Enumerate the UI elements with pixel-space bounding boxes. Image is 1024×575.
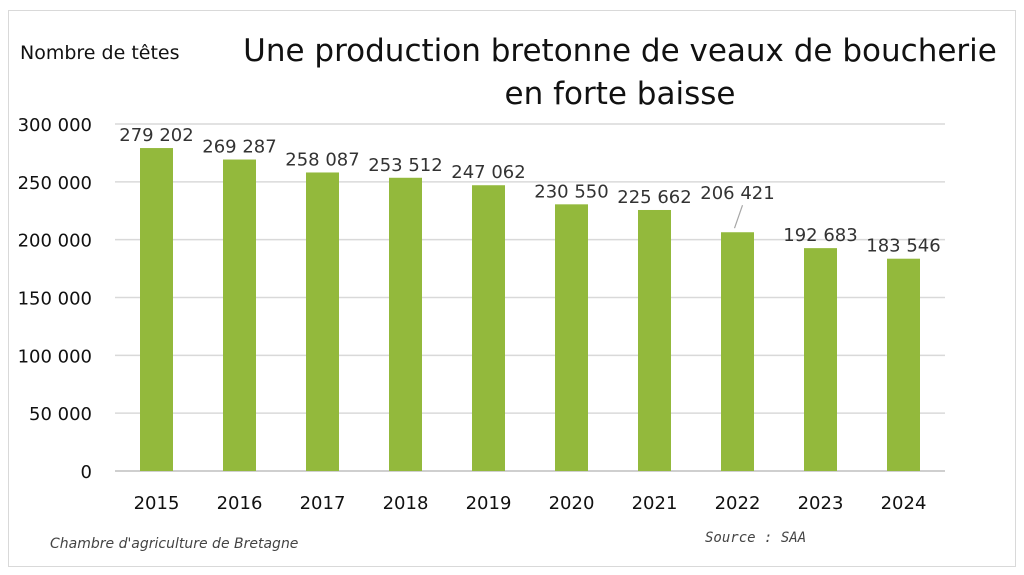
y-tick-label: 0 bbox=[81, 462, 92, 483]
y-tick-label: 250 000 bbox=[18, 173, 92, 194]
publisher-credit: Chambre d'agriculture de Bretagne bbox=[50, 536, 299, 552]
data-label: 192 683 bbox=[783, 225, 857, 246]
x-tick-label: 2017 bbox=[300, 493, 346, 514]
bar bbox=[887, 258, 920, 471]
bar bbox=[389, 177, 422, 471]
data-label: 258 087 bbox=[285, 149, 359, 170]
bar bbox=[140, 148, 173, 472]
x-tick-label: 2020 bbox=[549, 493, 595, 514]
data-label: 269 287 bbox=[202, 137, 276, 158]
data-label: 183 546 bbox=[866, 236, 940, 257]
x-tick-label: 2021 bbox=[632, 493, 678, 514]
source-note: Source : SAA bbox=[705, 530, 807, 546]
bar bbox=[721, 232, 754, 471]
bar bbox=[472, 185, 505, 471]
bar bbox=[555, 204, 588, 471]
data-label: 206 421 bbox=[700, 183, 774, 204]
y-tick-label: 300 000 bbox=[18, 115, 92, 136]
x-tick-label: 2023 bbox=[798, 493, 844, 514]
chart-frame bbox=[8, 10, 1016, 567]
data-label: 253 512 bbox=[368, 155, 442, 176]
data-label: 247 062 bbox=[451, 162, 525, 183]
y-tick-label: 150 000 bbox=[18, 289, 92, 310]
data-label: 279 202 bbox=[119, 125, 193, 146]
x-tick-label: 2016 bbox=[217, 493, 263, 514]
y-tick-label: 50 000 bbox=[29, 404, 92, 425]
data-label-leader-line bbox=[733, 205, 744, 229]
bar bbox=[306, 172, 339, 471]
bar bbox=[223, 159, 256, 471]
x-tick-label: 2019 bbox=[466, 493, 512, 514]
x-tick-label: 2022 bbox=[715, 493, 761, 514]
bar bbox=[638, 209, 671, 471]
chart-title: Une production bretonne de veaux de bouc… bbox=[243, 33, 997, 112]
bar bbox=[804, 248, 837, 471]
y-tick-label: 100 000 bbox=[18, 346, 92, 367]
x-tick-label: 2018 bbox=[383, 493, 429, 514]
x-tick-label: 2024 bbox=[881, 493, 927, 514]
data-label: 230 550 bbox=[534, 181, 608, 202]
x-tick-label: 2015 bbox=[134, 493, 180, 514]
y-axis-unit-label: Nombre de têtes bbox=[20, 42, 180, 64]
data-label: 225 662 bbox=[617, 187, 691, 208]
y-tick-label: 200 000 bbox=[18, 231, 92, 252]
